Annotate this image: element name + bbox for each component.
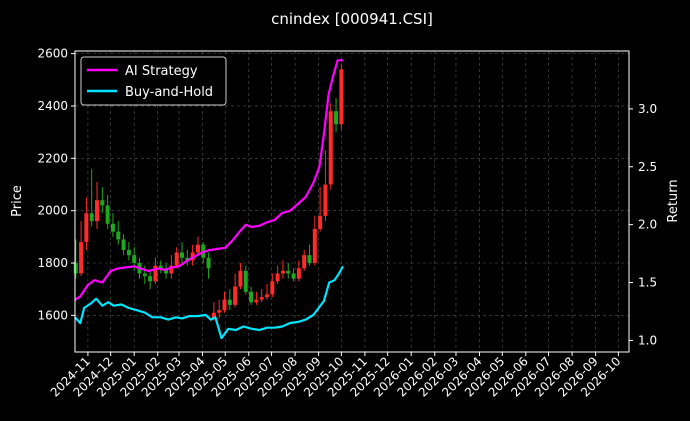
- candle-body: [100, 200, 105, 206]
- candle-body: [148, 276, 153, 282]
- candle-body: [259, 297, 264, 300]
- right-tick-label: 3.0: [638, 102, 657, 116]
- candle-body: [296, 268, 301, 279]
- candle-body: [73, 263, 78, 274]
- candle-body: [302, 255, 307, 269]
- candle-body: [126, 249, 131, 256]
- candle-body: [222, 299, 227, 311]
- candle-body: [79, 242, 84, 274]
- price-candles: [73, 64, 344, 321]
- legend-box: [80, 56, 227, 106]
- candle-body: [132, 255, 137, 264]
- candle-body: [153, 265, 158, 282]
- candle-body: [164, 268, 169, 274]
- candle-body: [185, 257, 190, 261]
- candle-body: [238, 270, 243, 287]
- candle-body: [174, 252, 179, 266]
- candle-body: [227, 299, 232, 305]
- left-tick-label: 2200: [37, 151, 68, 165]
- candle-body: [286, 270, 291, 274]
- candle-body: [211, 312, 216, 318]
- candle-body: [217, 310, 222, 313]
- candle-body: [312, 228, 317, 264]
- return-series-lines: [74, 59, 344, 340]
- candle-body: [334, 111, 339, 125]
- ai-strategy-line: [74, 59, 343, 301]
- candle-body: [280, 270, 285, 274]
- left-tick-label: 2000: [37, 204, 68, 218]
- candle-body: [95, 200, 100, 222]
- legend-label: AI Strategy: [125, 64, 198, 79]
- candle-body: [121, 239, 126, 250]
- candle-body: [169, 265, 174, 274]
- left-tick-label: 2600: [37, 47, 68, 61]
- buy-and-hold-line: [74, 265, 344, 340]
- candle-body: [270, 281, 275, 295]
- candle-body: [206, 257, 211, 269]
- plot-frame: [74, 50, 630, 353]
- candle-body: [233, 286, 238, 305]
- candle-body: [254, 299, 259, 303]
- candle-body: [307, 255, 312, 264]
- candle-body: [265, 294, 270, 298]
- candle-body: [323, 184, 328, 216]
- candle-body: [180, 252, 185, 258]
- candle-body: [318, 215, 323, 229]
- left-axis-title: Price: [10, 185, 25, 217]
- candle-body: [195, 244, 200, 253]
- right-tick-label: 1.5: [638, 276, 657, 290]
- left-y-axis: 1600 1800 2000 2200 2400 2600: [37, 47, 75, 322]
- left-tick-label: 1600: [37, 308, 68, 322]
- candle-body: [339, 69, 344, 125]
- legend: AI Strategy Buy-and-Hold: [80, 56, 227, 106]
- candle-body: [142, 273, 147, 277]
- right-axis-title: Return: [666, 179, 681, 222]
- candle-body: [249, 291, 254, 303]
- candle-body: [243, 270, 248, 292]
- left-tick-label: 2400: [37, 99, 68, 113]
- legend-label: Buy-and-Hold: [125, 85, 213, 100]
- candle-body: [84, 213, 89, 243]
- candle-body: [275, 273, 280, 282]
- right-tick-label: 2.0: [638, 218, 657, 232]
- right-y-axis: 1.0 1.5 2.0 2.5 3.0: [629, 102, 657, 347]
- candle-body: [291, 273, 296, 279]
- candle-body: [89, 213, 94, 222]
- candle-body: [105, 205, 110, 224]
- right-tick-label: 2.5: [638, 160, 657, 174]
- chart-title: cnindex [000941.CSI]: [271, 10, 433, 28]
- candle-body: [328, 111, 333, 185]
- candle-body: [158, 265, 163, 269]
- left-tick-label: 1800: [37, 256, 68, 270]
- right-tick-label: 1.0: [638, 333, 657, 347]
- candle-body: [116, 231, 121, 240]
- candle-body: [110, 223, 115, 232]
